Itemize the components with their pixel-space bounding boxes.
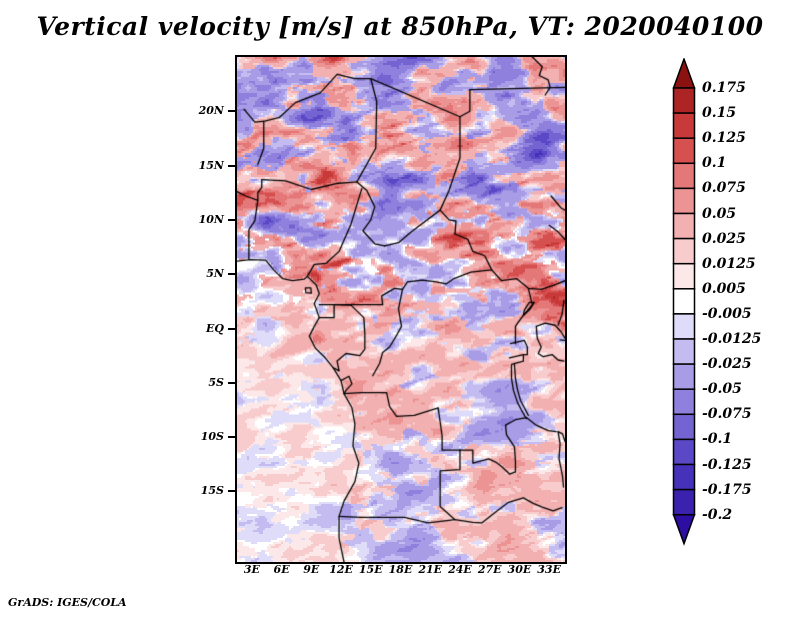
- y-tick: [228, 110, 235, 113]
- colorbar-tick-label: -0.005: [702, 305, 752, 322]
- colorbar-arrow-down: [672, 513, 696, 546]
- colorbar-tick-label: -0.025: [702, 356, 752, 373]
- y-tick-label: 20N: [198, 104, 224, 118]
- y-tick-label: 15N: [198, 158, 224, 172]
- colorbar-tick-label: 0.0125: [702, 255, 756, 272]
- colorbar-cell: [672, 137, 696, 165]
- y-tick: [228, 273, 235, 276]
- y-tick-label: 10S: [200, 430, 224, 444]
- colorbar-tick-label: -0.125: [702, 456, 752, 473]
- colorbar-cell: [672, 288, 696, 315]
- colorbar-cell: [672, 338, 696, 365]
- colorbar-cell: [672, 363, 696, 390]
- x-tick-label: 33E: [537, 563, 561, 576]
- x-tick-label: 6E: [273, 563, 290, 576]
- colorbar-cell: [672, 237, 696, 265]
- x-tick-label: 12E: [329, 563, 353, 576]
- country-borders-overlay: [237, 57, 565, 562]
- x-tick-label: 24E: [448, 563, 472, 576]
- y-tick-label: 5N: [206, 267, 224, 281]
- x-tick-label: 9E: [303, 563, 320, 576]
- footer-credit: GrADS: IGES/COLA: [8, 596, 127, 609]
- colorbar-tick-label: -0.2: [702, 506, 733, 523]
- colorbar-arrow-up: [672, 58, 696, 89]
- colorbar-tick-label: 0.005: [702, 280, 746, 297]
- colorbar-cell: [672, 112, 696, 139]
- colorbar-cell: [672, 313, 696, 340]
- colorbar-tick-label: -0.1: [702, 431, 733, 448]
- x-tick-label: 21E: [418, 563, 443, 576]
- colorbar-cell: [672, 212, 696, 240]
- colorbar-tick-label: -0.0125: [702, 331, 762, 347]
- colorbar-cell: [672, 187, 696, 215]
- colorbar-cell: [672, 438, 696, 466]
- y-tick-label: 10N: [198, 212, 224, 226]
- colorbar-tick-label: 0.075: [702, 180, 746, 197]
- colorbar-tick-label: 0.05: [702, 205, 737, 222]
- colorbar-cell: [672, 488, 696, 516]
- colorbar-tick-label: 0.15: [702, 105, 737, 122]
- colorbar-tick-label: 0.175: [702, 80, 746, 96]
- colorbar-cell: [672, 463, 696, 491]
- colorbar-tick-label: 0.025: [702, 230, 746, 247]
- y-tick-label: 5S: [208, 375, 224, 389]
- colorbar-tick-label: -0.175: [702, 481, 752, 498]
- colorbar-tick-label: -0.075: [702, 406, 752, 423]
- colorbar: 0.175 0.15 0.125 0.1 0.075 0.05 0.025 0.0125 0.0…: [672, 58, 782, 558]
- colorbar-tick-label: 0.1: [702, 155, 727, 172]
- colorbar-tick-label: 0.125: [702, 130, 746, 147]
- colorbar-cell: [672, 87, 696, 114]
- colorbar-scale: [672, 58, 696, 546]
- y-tick: [228, 327, 235, 330]
- x-tick-label: 27E: [477, 563, 502, 576]
- x-tick-label: 30E: [507, 563, 532, 576]
- y-tick: [228, 218, 235, 221]
- map-plot: [235, 55, 567, 564]
- colorbar-cell: [672, 388, 696, 416]
- y-tick: [228, 490, 235, 493]
- y-tick: [228, 436, 235, 439]
- y-tick: [228, 381, 235, 384]
- y-tick: [228, 164, 235, 167]
- map-area: 3E 6E 9E 12E 15E 18E 21E 24E 27E 30E 33E 20N 15N 10N…: [199, 55, 567, 576]
- colorbar-tick-label: -0.05: [702, 381, 742, 398]
- colorbar-cell: [672, 162, 696, 190]
- plot-title: Vertical velocity [m/s] at 850hPa, VT: 2…: [36, 12, 764, 41]
- x-tick-label: 3E: [243, 563, 260, 576]
- x-tick-label: 15E: [358, 563, 383, 576]
- y-tick-label: EQ: [206, 321, 224, 335]
- y-tick-label: 15S: [200, 484, 224, 498]
- colorbar-cell: [672, 262, 696, 290]
- colorbar-cell: [672, 413, 696, 441]
- x-tick-label: 18E: [388, 563, 413, 576]
